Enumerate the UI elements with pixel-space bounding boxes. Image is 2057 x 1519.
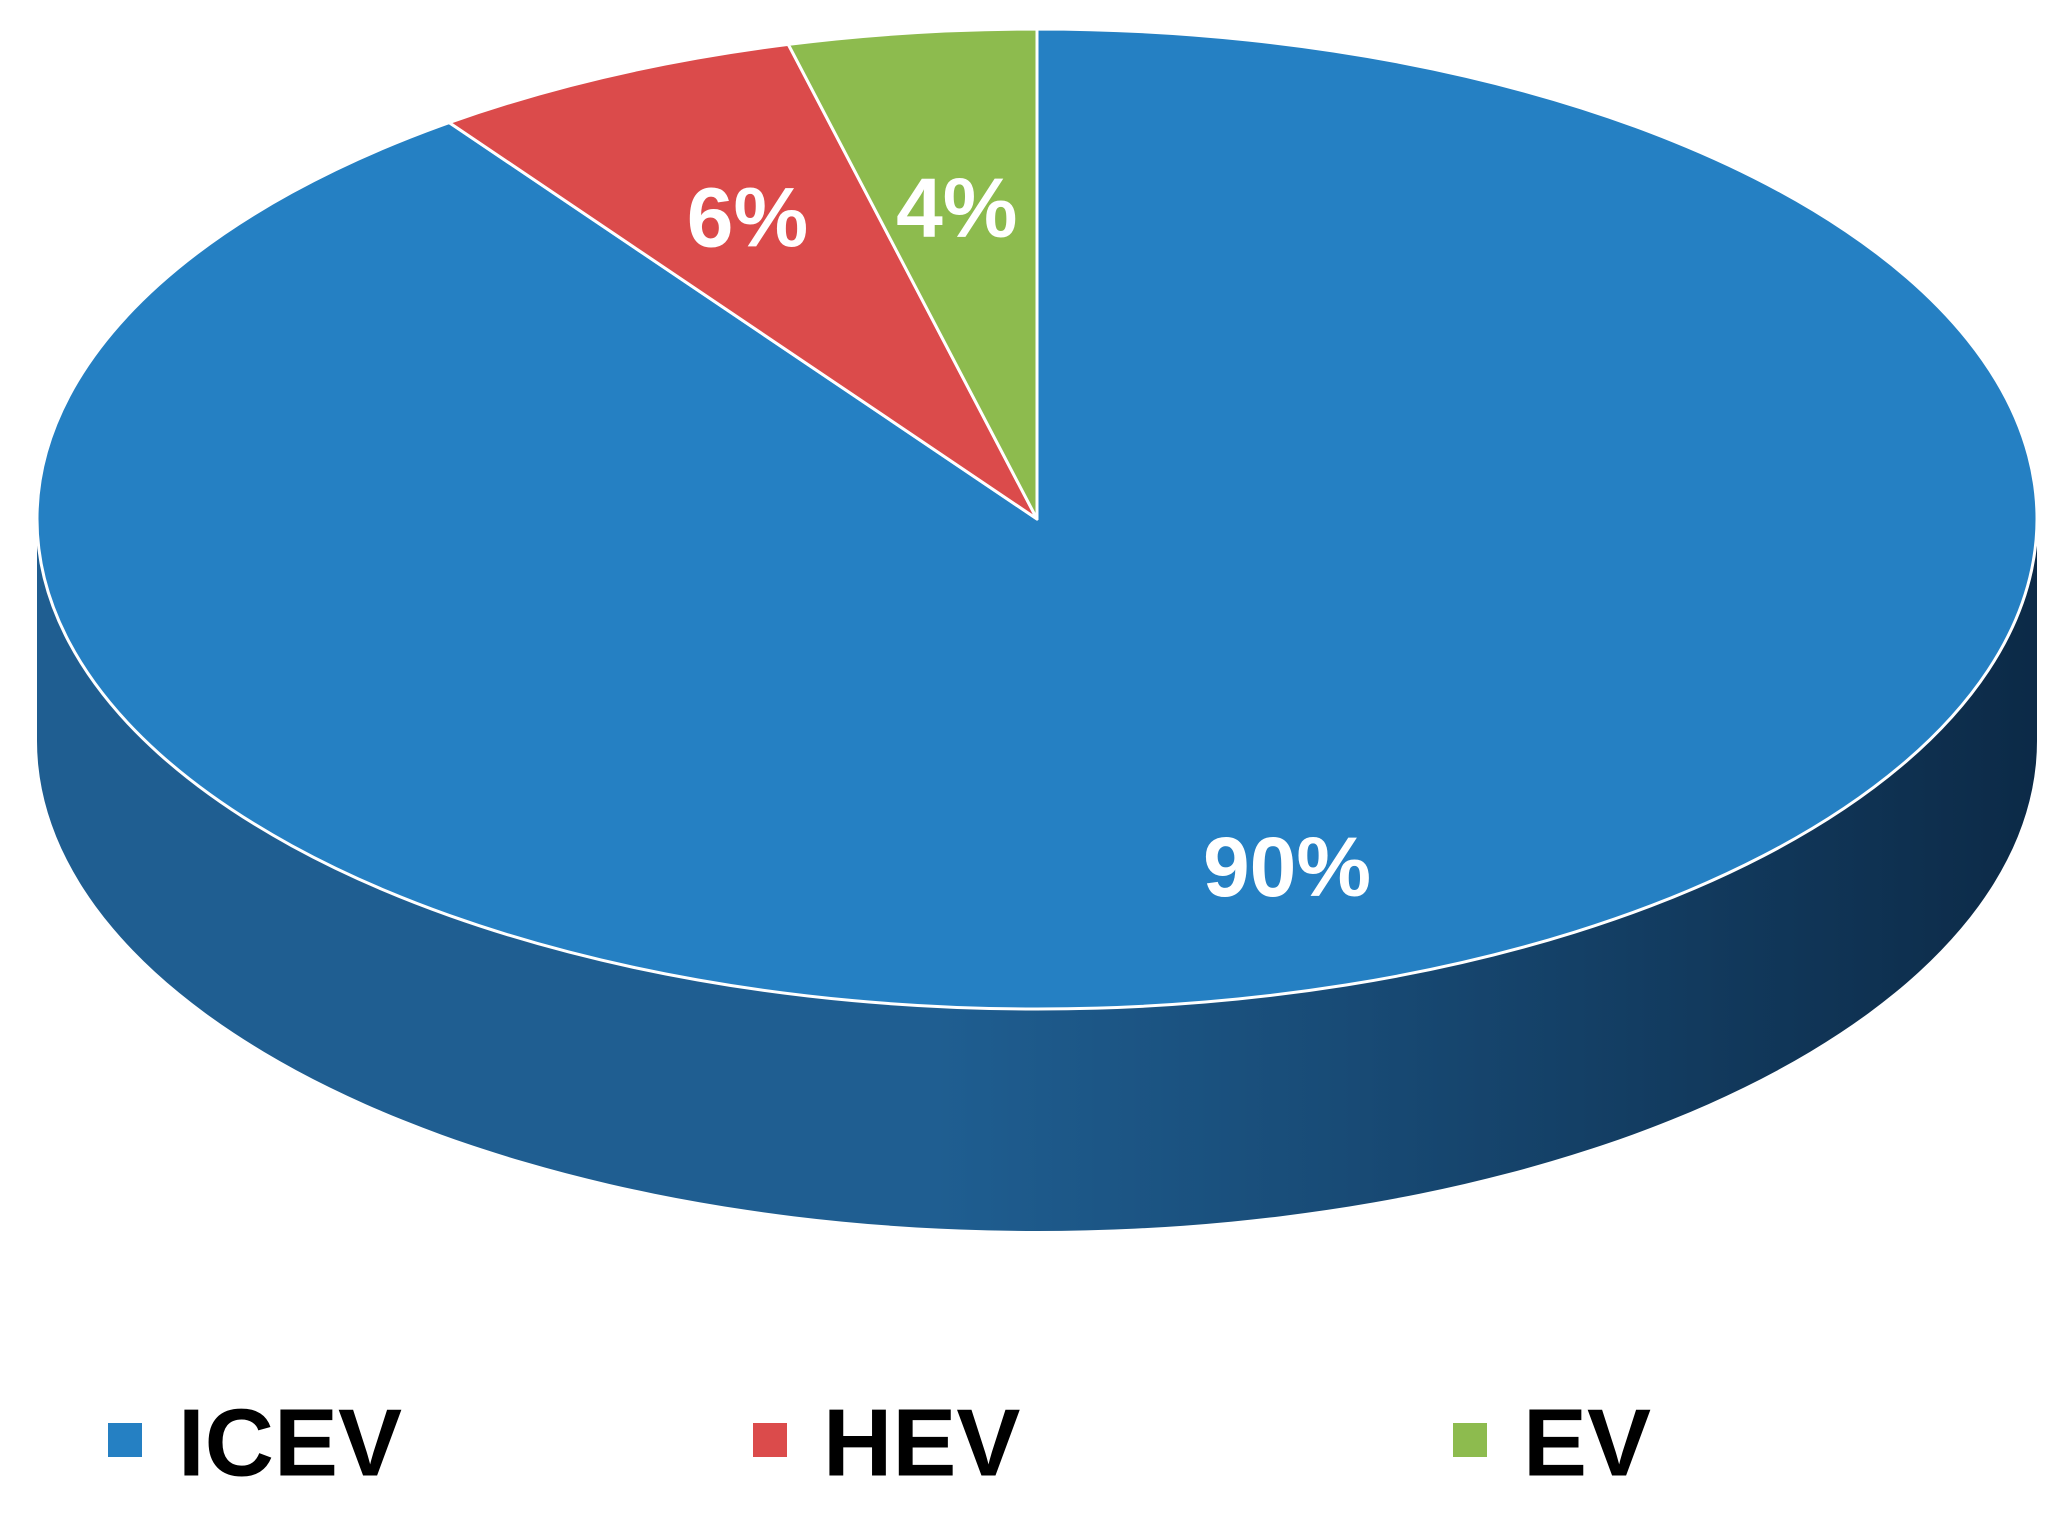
- pie-side-wall: [37, 519, 2037, 1231]
- legend-swatch-hev: [753, 1423, 787, 1457]
- pie-slice-ev: [786, 27, 1039, 521]
- data-label-icev: 90%: [1203, 820, 1371, 914]
- legend-swatch-icev: [108, 1423, 142, 1457]
- pie-top: [35, 27, 2039, 1011]
- legend-label-ev: EV: [1523, 1390, 1651, 1497]
- data-label-ev: 4%: [896, 161, 1017, 255]
- legend: ICEV HEV EV: [108, 1390, 1651, 1497]
- legend-label-hev: HEV: [823, 1390, 1020, 1497]
- legend-swatch-ev: [1453, 1423, 1487, 1457]
- pie-slice-hev: [447, 42, 1039, 521]
- pie-side: [37, 519, 2037, 1231]
- legend-label-icev: ICEV: [178, 1390, 402, 1497]
- data-label-hev: 6%: [687, 171, 808, 265]
- data-labels: 90% 6% 4%: [687, 161, 1371, 914]
